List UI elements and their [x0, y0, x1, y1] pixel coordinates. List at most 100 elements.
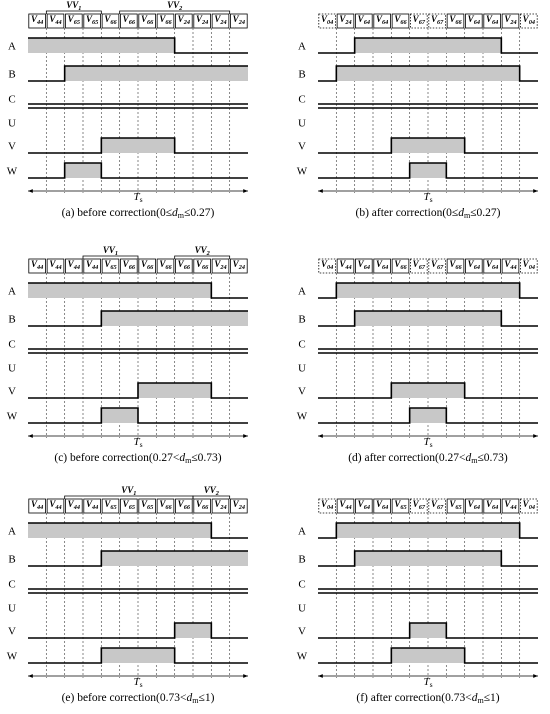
signal-label: B: [8, 314, 15, 326]
vector-box: [520, 498, 538, 514]
vector-box: [83, 498, 101, 514]
vector-box: [156, 13, 175, 29]
signal-label: V: [298, 626, 306, 638]
signal-label: A: [298, 41, 306, 53]
signal-label: B: [298, 69, 305, 81]
vector-label: V66: [449, 14, 462, 26]
vector-box: [28, 13, 46, 29]
high-shade: [64, 66, 249, 81]
vector-box: [446, 13, 465, 29]
caption: (c) before correction(0.27<dm≤0.73): [54, 452, 221, 465]
vector-label: V24: [233, 259, 245, 271]
vector-box: [175, 13, 193, 29]
vector-box: [101, 258, 120, 274]
vector-label: V67: [413, 499, 426, 511]
vector-label: V66: [196, 499, 209, 511]
signal-label: U: [8, 603, 16, 615]
signal-label: B: [298, 314, 305, 326]
signal-wave: [28, 382, 248, 399]
signal-label: W: [297, 166, 308, 178]
signal-wave: [28, 162, 248, 179]
vector-box: [83, 258, 101, 274]
group-label: VV1: [66, 0, 81, 12]
vector-label: V24: [233, 499, 245, 511]
vector-box: [520, 13, 538, 29]
vector-box: [501, 258, 520, 274]
high-shade: [28, 523, 212, 538]
group-bracket: [192, 495, 231, 499]
high-shade: [101, 408, 138, 423]
vector-label: V44: [49, 499, 61, 511]
vector-box: [230, 258, 248, 274]
vector-label: V64: [376, 499, 388, 511]
signal-label: V: [8, 386, 16, 398]
signal-wave: [28, 622, 248, 639]
vector-box: [318, 498, 336, 514]
timing-panel: V44 V44 V65 V65 V66 V66 V66 V66 V24 V24 V24 V24 VV1 V…: [7, 0, 249, 220]
vector-box: [101, 13, 120, 29]
vector-label: V67: [431, 259, 444, 271]
caption: (f) after correction(0.73<dm≤1): [356, 692, 499, 705]
group-label: VV2: [195, 245, 210, 257]
vector-label: V66: [178, 499, 191, 511]
signal-wave: [28, 65, 248, 82]
vector-box: [101, 498, 120, 514]
signal-wave: [28, 407, 248, 424]
signal-wave: [28, 550, 248, 567]
vector-box: [138, 13, 156, 29]
group-label: VV2: [204, 485, 219, 497]
vector-box: [193, 258, 211, 274]
vector-label: V04: [523, 259, 535, 271]
signal-label: W: [297, 651, 308, 663]
high-shade: [354, 551, 502, 566]
vector-box: [428, 13, 446, 29]
vector-label: V66: [394, 259, 407, 271]
signal-label: V: [298, 141, 306, 153]
vector-label: V67: [413, 259, 426, 271]
vector-box: [428, 498, 446, 514]
timing-panel: V04 V44 V64 V64 V66 V67 V67 V66 V64 V64 V44 V04 A B CU…: [297, 258, 538, 465]
vector-box: [156, 498, 175, 514]
signal-wave: [28, 282, 248, 299]
vector-box: [175, 258, 193, 274]
vector-box: [120, 13, 138, 29]
caption: (e) before correction(0.73<dm≤1): [62, 692, 215, 705]
signal-wave: [318, 137, 538, 154]
period-label: Ts: [133, 436, 142, 449]
signal-wave: [28, 37, 248, 54]
vector-label: V66: [104, 14, 117, 26]
vector-box: [373, 13, 391, 29]
signal-wave: [318, 622, 538, 639]
vector-label: V64: [358, 259, 370, 271]
vector-box: [138, 258, 156, 274]
signal-wave: [318, 282, 538, 299]
vector-label: V64: [358, 499, 370, 511]
vector-label: V24: [339, 14, 351, 26]
signal-label: W: [7, 411, 18, 423]
signal-label: A: [8, 41, 16, 53]
vector-label: V24: [178, 14, 190, 26]
signal-wave: [28, 137, 248, 154]
timing-panel: V04 V24 V64 V64 V66 V67 V67 V66 V64 V64 V24 V04 A B CU…: [297, 13, 538, 220]
vector-box: [501, 498, 520, 514]
high-shade: [28, 38, 175, 53]
vector-box: [373, 498, 391, 514]
vector-box: [230, 498, 248, 514]
vector-box: [211, 258, 230, 274]
vector-box: [336, 498, 355, 514]
vector-label: V44: [339, 259, 351, 271]
vector-label: V04: [321, 499, 333, 511]
vector-box: [428, 258, 446, 274]
vector-box: [138, 498, 156, 514]
signal-label: U: [8, 118, 16, 130]
vector-label: V67: [431, 14, 444, 26]
vector-label: V24: [196, 14, 208, 26]
high-shade: [174, 623, 212, 638]
group-bracket: [119, 10, 231, 14]
vector-label: V64: [486, 259, 498, 271]
signal-label: C: [298, 339, 305, 351]
vector-label: V66: [394, 14, 407, 26]
vector-label: V24: [214, 14, 226, 26]
signal-label: C: [8, 94, 15, 106]
signal-label: C: [298, 94, 305, 106]
